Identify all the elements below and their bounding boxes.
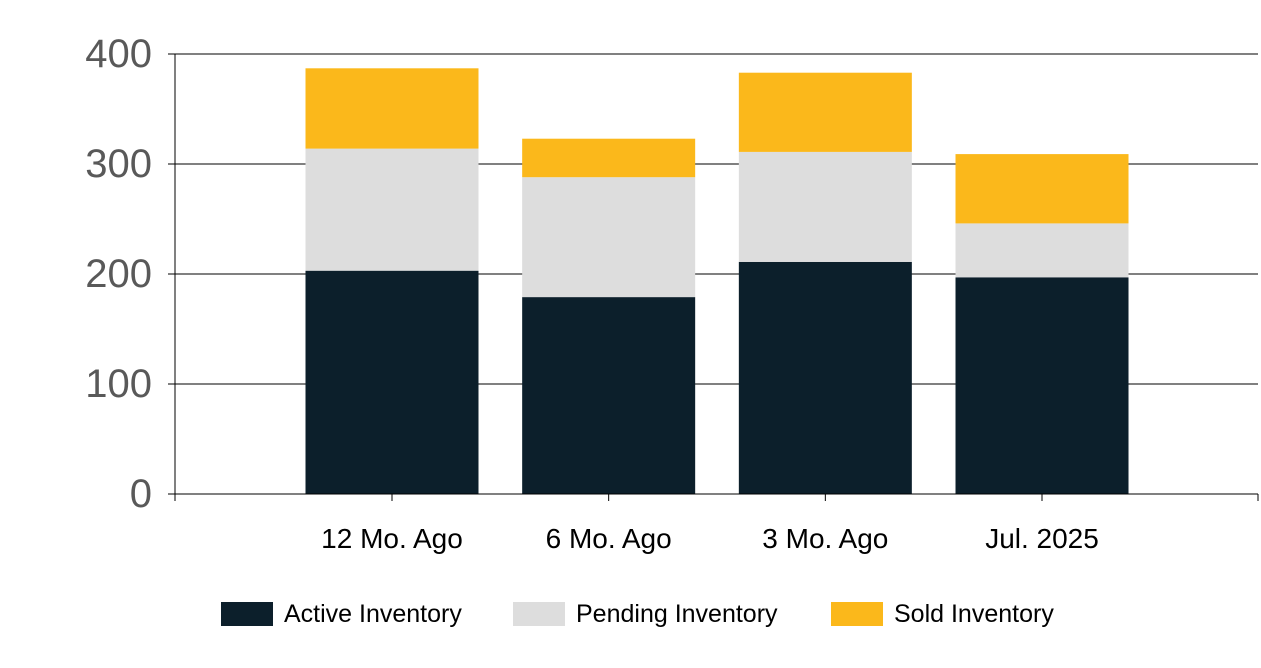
legend: Active Inventory Pending Inventory Sold In… (221, 600, 1054, 628)
x-tick-label: Jul. 2025 (985, 523, 1099, 554)
bars (305, 68, 1129, 494)
legend-swatch-sold-inventory (831, 602, 883, 626)
legend-swatch-active-inventory (221, 602, 273, 626)
bar-active-inventory-1 (522, 297, 696, 494)
axes (168, 53, 1259, 501)
x-tick-labels: 12 Mo. Ago 6 Mo. Ago 3 Mo. Ago Jul. 2025 (321, 523, 1099, 554)
bar-active-inventory-2 (738, 261, 912, 494)
y-tick-label: 400 (85, 32, 152, 76)
y-tick-label: 100 (85, 362, 152, 406)
bar-sold-inventory-2 (738, 72, 912, 152)
x-tick-label: 6 Mo. Ago (546, 523, 672, 554)
y-tick-label: 200 (85, 252, 152, 296)
bar-pending-inventory-3 (955, 223, 1129, 278)
bar-active-inventory-3 (955, 277, 1129, 494)
bar-pending-inventory-0 (305, 148, 479, 271)
y-tick-label: 0 (130, 472, 152, 516)
bar-sold-inventory-3 (955, 154, 1129, 224)
legend-label-sold-inventory: Sold Inventory (894, 600, 1054, 628)
x-tick-label: 3 Mo. Ago (762, 523, 888, 554)
bar-sold-inventory-0 (305, 68, 479, 149)
bar-pending-inventory-1 (522, 177, 696, 298)
y-tick-labels: 0 100 200 300 400 (85, 32, 152, 516)
bar-sold-inventory-1 (522, 138, 696, 178)
y-tick-label: 300 (85, 142, 152, 186)
legend-swatch-pending-inventory (513, 602, 565, 626)
bar-pending-inventory-2 (738, 151, 912, 262)
legend-label-pending-inventory: Pending Inventory (576, 600, 778, 628)
legend-label-active-inventory: Active Inventory (284, 600, 462, 628)
bar-active-inventory-0 (305, 270, 479, 494)
x-tick-label: 12 Mo. Ago (321, 523, 463, 554)
